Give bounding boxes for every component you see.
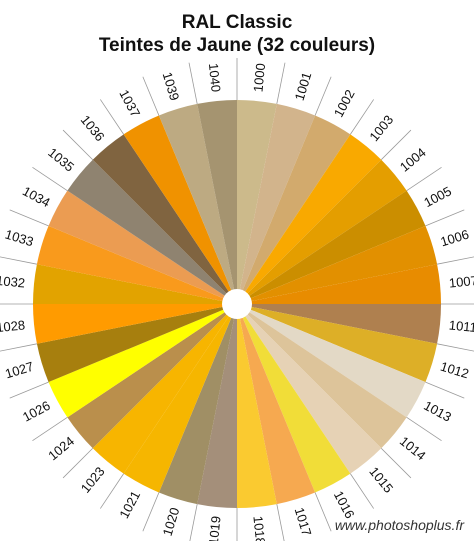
- label-separator: [406, 166, 442, 191]
- label-separator: [314, 76, 332, 116]
- label-1006: 1006: [439, 227, 471, 250]
- label-separator: [9, 209, 49, 227]
- label-1011: 1011: [448, 317, 474, 335]
- label-separator: [425, 381, 465, 399]
- label-1037: 1037: [116, 87, 143, 120]
- label-1035: 1035: [45, 145, 77, 175]
- label-separator: [32, 417, 68, 442]
- slice-1034: [48, 190, 237, 304]
- label-1023: 1023: [78, 464, 108, 496]
- label-1026: 1026: [20, 398, 53, 425]
- slice-1039: [158, 103, 237, 304]
- slice-1015: [237, 304, 382, 474]
- slice-1012: [237, 304, 438, 383]
- label-separator: [406, 417, 442, 442]
- label-separator: [350, 99, 375, 135]
- slice-1013: [237, 304, 426, 418]
- slice-1033: [36, 225, 237, 304]
- label-separator: [62, 447, 94, 479]
- slice-1028: [33, 304, 237, 344]
- slice-1019: [197, 304, 237, 508]
- label-1019: 1019: [206, 515, 224, 541]
- slice-1018: [237, 304, 277, 508]
- label-separator: [99, 99, 124, 135]
- label-1028: 1028: [0, 317, 26, 335]
- label-1000: 1000: [250, 63, 268, 93]
- slice-1011: [237, 304, 441, 344]
- label-1014: 1014: [397, 433, 429, 463]
- label-separator: [0, 343, 37, 352]
- label-1027: 1027: [3, 359, 35, 382]
- label-1018: 1018: [250, 515, 268, 541]
- slice-1024: [67, 304, 237, 449]
- slice-1014: [237, 304, 407, 449]
- slice-1020: [158, 304, 237, 505]
- slice-1035: [67, 159, 237, 304]
- label-1016: 1016: [331, 488, 358, 521]
- label-1034: 1034: [20, 183, 53, 210]
- slice-1006: [237, 225, 438, 304]
- chart-subtitle: Teintes de Jaune (32 couleurs): [98, 35, 376, 56]
- label-1032: 1032: [0, 273, 26, 291]
- label-separator: [380, 447, 412, 479]
- label-1040: 1040: [206, 63, 224, 93]
- label-separator: [276, 504, 285, 541]
- slice-1023: [92, 304, 237, 474]
- label-1004: 1004: [397, 145, 429, 175]
- label-separator: [437, 256, 474, 265]
- label-1005: 1005: [421, 183, 454, 210]
- label-separator: [314, 492, 332, 532]
- slice-1040: [197, 100, 237, 304]
- label-1012: 1012: [439, 359, 471, 382]
- slice-1027: [36, 304, 237, 383]
- label-separator: [425, 209, 465, 227]
- slice-1001: [237, 103, 316, 304]
- label-1036: 1036: [78, 112, 108, 144]
- label-1003: 1003: [366, 112, 396, 144]
- label-separator: [32, 166, 68, 191]
- label-separator: [142, 76, 160, 116]
- label-separator: [62, 129, 94, 161]
- label-1001: 1001: [292, 70, 315, 102]
- label-1013: 1013: [421, 398, 454, 425]
- label-1020: 1020: [160, 506, 183, 538]
- label-1015: 1015: [366, 464, 396, 496]
- slice-1000: [237, 100, 277, 304]
- label-1002: 1002: [331, 87, 358, 120]
- slice-1005: [237, 190, 426, 304]
- label-separator: [189, 504, 198, 541]
- label-separator: [0, 256, 37, 265]
- label-1033: 1033: [3, 227, 35, 250]
- label-separator: [142, 492, 160, 532]
- label-1024: 1024: [45, 433, 77, 463]
- label-separator: [99, 473, 124, 509]
- label-separator: [380, 129, 412, 161]
- label-separator: [350, 473, 375, 509]
- label-1017: 1017: [292, 506, 315, 538]
- label-separator: [276, 62, 286, 104]
- slice-1021: [123, 304, 237, 493]
- label-separator: [9, 381, 49, 399]
- slice-1032: [33, 264, 237, 304]
- slice-1016: [237, 304, 351, 493]
- slice-1026: [48, 304, 237, 418]
- watermark-text: www.photoshoplus.fr: [334, 517, 464, 533]
- label-separator: [188, 62, 198, 104]
- center-hole: [222, 289, 252, 319]
- slice-1017: [237, 304, 316, 505]
- slice-1003: [237, 134, 382, 304]
- slice-1007: [237, 264, 441, 304]
- label-1039: 1039: [160, 70, 183, 102]
- label-1021: 1021: [116, 488, 143, 521]
- label-separator: [437, 343, 474, 352]
- label-1007: 1007: [448, 273, 474, 291]
- slice-1004: [237, 159, 407, 304]
- slice-1002: [237, 115, 351, 304]
- chart-title: RAL Classic: [181, 12, 293, 33]
- slice-1037: [123, 115, 237, 304]
- slice-1036: [92, 134, 237, 304]
